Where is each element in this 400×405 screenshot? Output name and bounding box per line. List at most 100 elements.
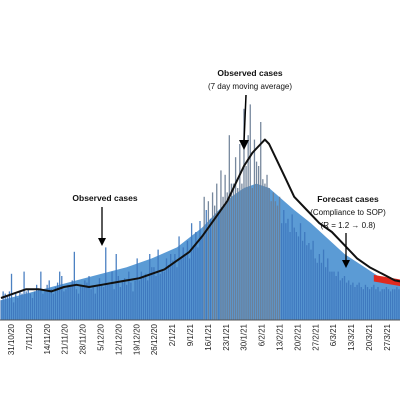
- x-tick-label: 12/12/20: [114, 323, 123, 355]
- bar: [205, 210, 207, 320]
- bar: [203, 196, 205, 320]
- bar: [98, 278, 101, 320]
- annotation-forecast-sub2: (R = 1.2 → 0.8): [321, 221, 376, 230]
- bar: [239, 144, 241, 320]
- bar: [92, 287, 94, 320]
- bar: [216, 183, 218, 320]
- moving-average-line: [0, 138, 400, 299]
- bar: [341, 278, 344, 320]
- bar: [167, 265, 170, 320]
- bar: [375, 289, 377, 320]
- bar: [214, 205, 216, 320]
- bar: [247, 135, 249, 320]
- bar: [218, 214, 220, 320]
- bar: [270, 201, 272, 320]
- arrowhead: [239, 140, 249, 150]
- bar: [331, 271, 333, 320]
- bar: [209, 218, 212, 320]
- bar: [392, 289, 394, 320]
- bar: [354, 287, 356, 320]
- bar: [327, 258, 329, 320]
- bar: [297, 236, 300, 320]
- bar: [253, 139, 256, 320]
- bar: [394, 289, 396, 320]
- bar: [161, 269, 163, 320]
- bar: [389, 291, 392, 320]
- x-tick-label: 16/1/21: [204, 323, 213, 350]
- bar: [69, 287, 71, 320]
- bar: [113, 289, 115, 320]
- x-tick-label: 19/12/20: [132, 323, 141, 355]
- bar: [366, 287, 369, 320]
- bar: [146, 280, 149, 320]
- bar: [276, 205, 279, 320]
- x-tick-label: 14/11/20: [43, 323, 52, 354]
- bar: [36, 284, 38, 320]
- bar: [119, 287, 122, 320]
- bar: [285, 223, 287, 320]
- bar: [281, 223, 283, 320]
- bar: [228, 135, 230, 320]
- bar: [190, 223, 193, 320]
- bar: [241, 183, 243, 320]
- bar: [157, 249, 159, 320]
- bar: [159, 273, 161, 320]
- bar: [335, 276, 337, 320]
- bar: [262, 179, 264, 320]
- bar: [149, 254, 151, 320]
- bar: [186, 240, 189, 320]
- bar: [249, 104, 251, 321]
- bar: [50, 289, 52, 320]
- bar: [312, 240, 314, 320]
- x-tick-label: 27/3/21: [383, 323, 392, 350]
- bar: [86, 282, 88, 320]
- bar: [211, 192, 214, 320]
- bar: [193, 245, 195, 320]
- bar: [31, 298, 34, 320]
- x-tick-label: 26/12/20: [150, 323, 159, 355]
- annotation-forecast-title: Forecast cases: [317, 194, 379, 204]
- bar: [329, 271, 331, 320]
- x-tick-label: 28/11/20: [79, 323, 88, 354]
- x-tick-label: 23/1/21: [222, 323, 231, 350]
- forecast-band: [373, 274, 400, 287]
- bar: [268, 188, 270, 320]
- bar: [180, 258, 182, 320]
- bar: [153, 267, 155, 320]
- annotation-observed-peak: Observed cases (7 day moving average): [208, 68, 292, 150]
- bar: [322, 249, 325, 320]
- bars-layer: [0, 104, 400, 321]
- bar: [381, 289, 383, 320]
- bar: [71, 280, 73, 320]
- bar: [88, 276, 90, 320]
- bar: [377, 287, 379, 320]
- x-tick-label: 2/1/21: [168, 323, 177, 346]
- x-tick-label: 6/2/21: [258, 323, 267, 346]
- bar: [182, 247, 184, 320]
- bar: [226, 192, 228, 320]
- bar: [337, 271, 339, 320]
- bar: [121, 280, 124, 320]
- bar: [362, 289, 364, 320]
- bar: [165, 258, 168, 320]
- bar: [184, 256, 186, 320]
- bar: [278, 196, 281, 320]
- bar: [96, 284, 99, 320]
- bar: [387, 289, 390, 320]
- bar: [234, 157, 237, 320]
- bar: [283, 210, 285, 320]
- x-tick-label: 13/3/21: [347, 323, 356, 350]
- bar: [8, 291, 11, 320]
- bar: [42, 293, 44, 320]
- bar: [140, 271, 143, 320]
- bar: [103, 287, 105, 320]
- bar: [398, 289, 400, 320]
- bar: [197, 247, 199, 320]
- x-tick-label: 20/2/21: [293, 323, 302, 350]
- bar: [117, 276, 119, 320]
- bar: [224, 174, 226, 320]
- x-tick-label: 31/10/20: [7, 323, 16, 355]
- bar: [304, 232, 306, 320]
- bar: [155, 276, 157, 320]
- bar: [109, 284, 111, 320]
